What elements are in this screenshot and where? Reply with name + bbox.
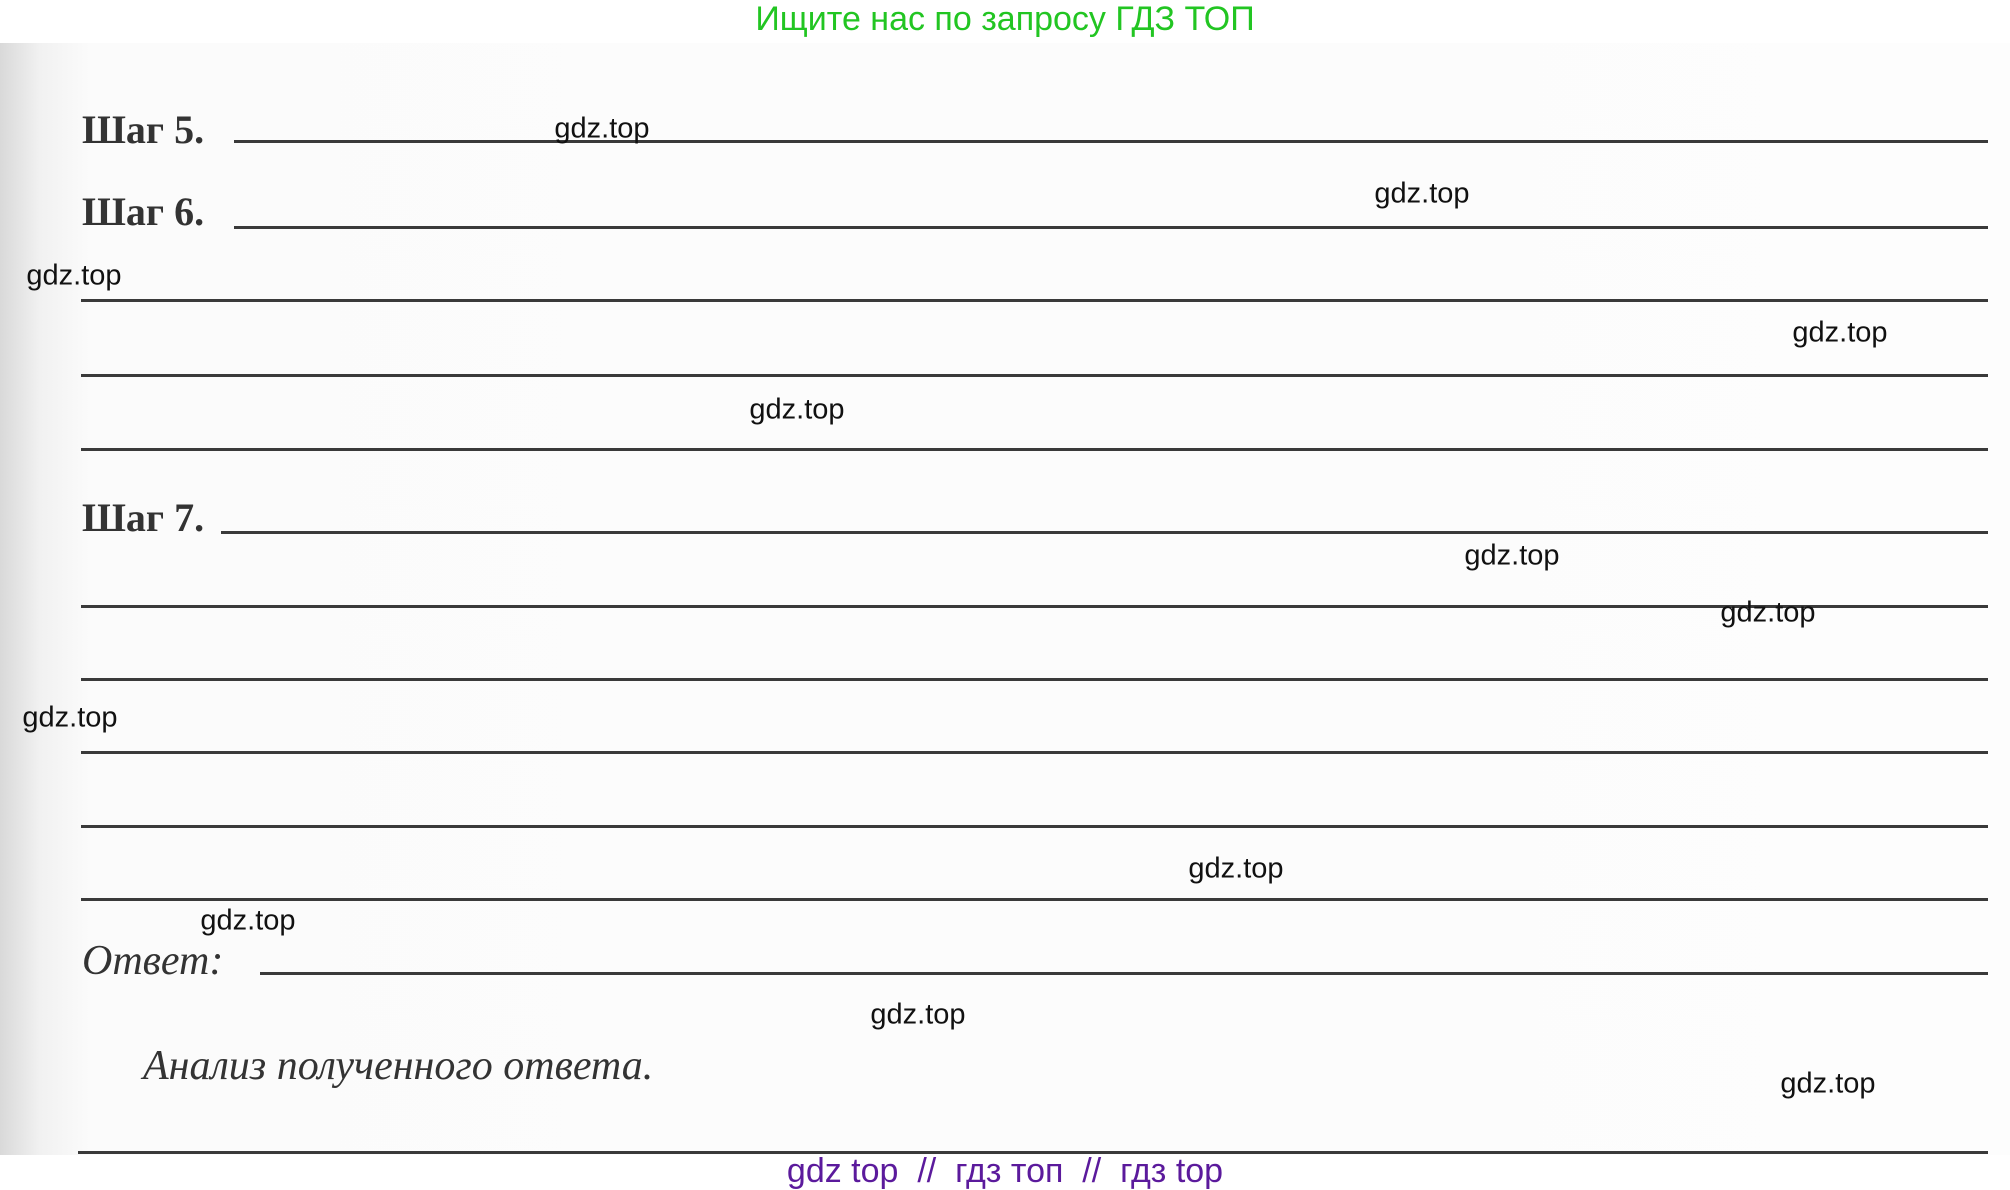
answer-line [81,898,1988,901]
answer-line [81,448,1988,451]
answer-label: Ответ: [82,938,224,984]
answer-line [234,140,1988,143]
watermark: gdz.top [1792,316,1888,349]
answer-line [234,226,1988,229]
watermark: gdz.top [26,259,122,292]
watermark: gdz.top [1464,539,1560,572]
watermark: gdz.top [200,904,296,937]
answer-line [81,299,1988,302]
watermark: gdz.top [870,998,966,1031]
watermark: gdz.top [22,701,118,734]
answer-line [81,678,1988,681]
footer-watermark: gdz top // гдз топ // гдз top [786,1152,1224,1190]
search-banner: Ищите нас по запросу ГДЗ ТОП [755,0,1255,38]
analysis-heading: Анализ полученного ответа. [143,1043,654,1089]
watermark: gdz.top [1780,1067,1876,1100]
answer-line [221,531,1988,534]
step-7-label: Шаг 7. [82,495,205,540]
step-5-label: Шаг 5. [82,107,205,152]
watermark: gdz.top [1374,177,1470,210]
answer-line [81,825,1988,828]
watermark: gdz.top [749,393,845,426]
watermark: gdz.top [1720,596,1816,629]
watermark: gdz.top [1188,852,1284,885]
step-6-label: Шаг 6. [82,189,205,234]
answer-line [260,972,1988,975]
watermark: gdz.top [554,112,650,145]
workbook-page [0,43,2010,1155]
answer-line [81,751,1988,754]
answer-line [81,605,1988,608]
bottom-line [78,1151,1988,1154]
answer-line [81,374,1988,377]
